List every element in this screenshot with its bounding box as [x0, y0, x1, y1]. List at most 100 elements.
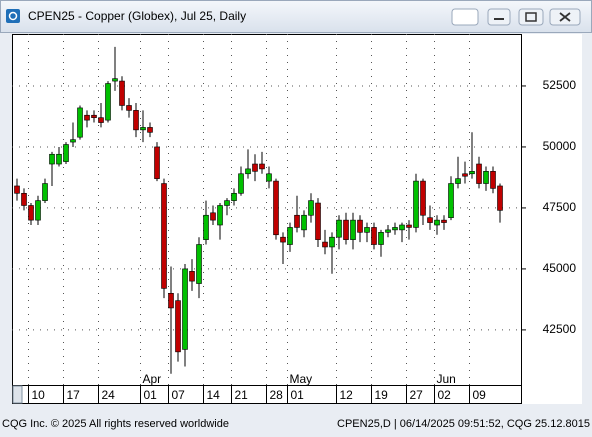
candle-body	[490, 171, 496, 189]
candle-body	[168, 293, 174, 309]
candle-body	[322, 241, 328, 248]
x-tick-label: 01	[144, 388, 158, 402]
window-title: CPEN25 - Copper (Globex), Jul 25, Daily	[28, 9, 246, 23]
candle-body	[217, 205, 223, 226]
candle-body	[413, 180, 419, 228]
candle-body	[280, 236, 286, 243]
candle-body	[385, 229, 391, 233]
candle-body	[147, 127, 153, 133]
footer-left: CQG Inc. © 2025 All rights reserved worl…	[2, 418, 229, 430]
candle-body	[357, 219, 363, 233]
candle-body	[329, 236, 335, 248]
candle-body	[224, 200, 230, 206]
candle-body	[84, 114, 90, 121]
candle-body	[364, 227, 370, 233]
candle-body	[245, 168, 251, 175]
candle-body	[350, 219, 356, 240]
candle-body	[182, 268, 188, 350]
maximize-glyph	[525, 12, 537, 22]
link-button[interactable]	[451, 8, 479, 26]
candle-body	[161, 183, 167, 289]
candle-body	[497, 185, 503, 211]
x-tick-label: 01	[291, 388, 305, 402]
x-tick-label: 24	[102, 388, 116, 402]
candle-body	[469, 171, 475, 175]
candle-body	[231, 192, 237, 201]
x-tick-label: 27	[410, 388, 424, 402]
candle-body	[259, 163, 265, 170]
x-tick-label: 10	[32, 388, 46, 402]
candle-body	[56, 153, 62, 165]
candle-body	[77, 107, 83, 138]
footer-right: CPEN25,D | 06/14/2025 09:51:52, CQG 25.1…	[337, 418, 590, 430]
x-tick-label: 21	[235, 388, 249, 402]
candle-body	[476, 163, 482, 184]
x-tick-label: 09	[473, 388, 487, 402]
candle-body	[133, 110, 139, 131]
candle-body	[455, 178, 461, 184]
close-glyph	[559, 12, 571, 22]
candle-body	[462, 173, 468, 177]
candle-body	[35, 200, 41, 221]
candle-body	[238, 173, 244, 194]
candle-body	[343, 219, 349, 240]
candle-body	[42, 183, 48, 201]
x-tick-label: 07	[172, 388, 186, 402]
candle-body	[28, 205, 34, 221]
month-label: Jun	[437, 372, 456, 386]
candle-body	[441, 219, 447, 223]
candle-body	[336, 219, 342, 238]
minimize-button[interactable]	[487, 8, 511, 26]
candle-body	[175, 300, 181, 353]
candle-body	[119, 80, 125, 106]
candle-body	[392, 227, 398, 231]
y-tick-label: 45000	[543, 261, 577, 275]
candle-body	[273, 180, 279, 236]
candle-body	[434, 219, 440, 226]
month-label: Apr	[143, 372, 162, 386]
x-tick-label: 12	[340, 388, 354, 402]
x-tick-label: 14	[207, 388, 221, 402]
y-tick-label: 52500	[543, 78, 577, 92]
candle-body	[294, 214, 300, 228]
x-tick-label: 28	[270, 388, 284, 402]
candle-body	[49, 153, 55, 165]
candle-body	[112, 78, 118, 82]
candle-body	[378, 232, 384, 245]
candle-body	[210, 212, 216, 221]
candle-body	[196, 244, 202, 284]
month-label: May	[290, 372, 313, 386]
y-tick-label: 50000	[543, 139, 577, 153]
candle-body	[140, 127, 146, 131]
scroll-handle[interactable]	[12, 385, 23, 404]
icon-glyph	[8, 11, 18, 21]
candle-body	[252, 163, 258, 172]
candle-body	[63, 144, 69, 162]
candle-body	[21, 192, 27, 206]
candle-body	[91, 114, 97, 118]
candle-body	[308, 200, 314, 216]
y-tick-label: 42500	[543, 322, 577, 336]
candle-body	[105, 83, 111, 121]
x-tick-label: 17	[67, 388, 81, 402]
candle-body	[189, 271, 195, 282]
candle-body	[420, 180, 426, 216]
candle-body	[406, 224, 412, 228]
y-tick-label: 47500	[543, 200, 577, 214]
maximize-button[interactable]	[518, 8, 544, 26]
candle-body	[98, 117, 104, 123]
candle-body	[483, 171, 489, 184]
x-tick-label: 19	[375, 388, 389, 402]
x-tick-label: 02	[438, 388, 452, 402]
candle-body	[154, 146, 160, 179]
app-icon[interactable]	[6, 9, 20, 23]
candle-body	[266, 173, 272, 182]
candle-body	[301, 214, 307, 231]
candle-body	[427, 217, 433, 223]
candle-body	[287, 227, 293, 245]
candle-body	[315, 202, 321, 240]
candle-body	[14, 185, 20, 194]
candle-body	[126, 105, 132, 111]
